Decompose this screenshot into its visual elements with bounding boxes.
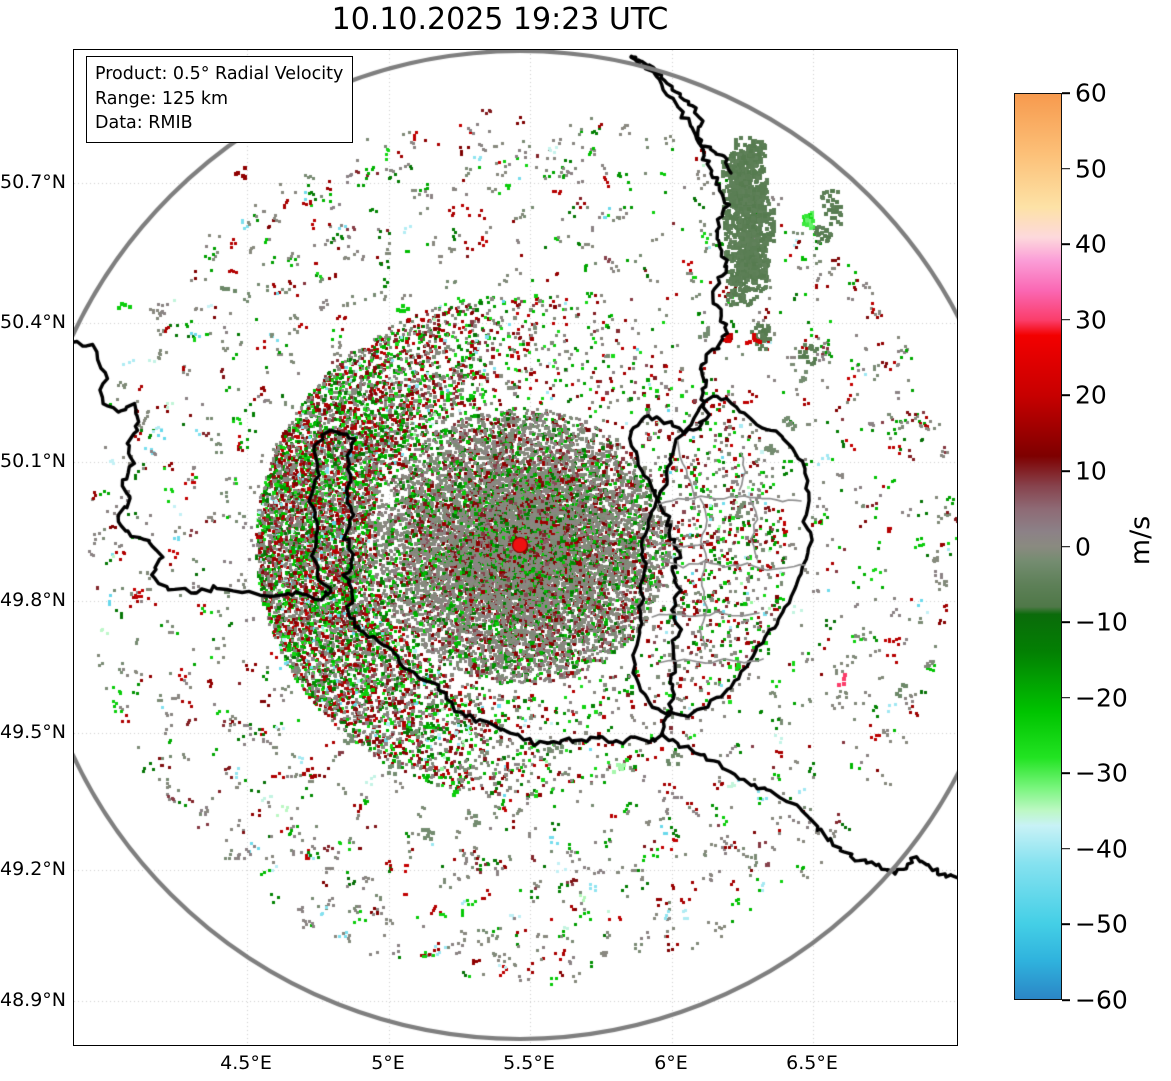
x-axis-tick-label: 6°E <box>654 1052 688 1074</box>
colorbar-tick-mark <box>1062 772 1070 775</box>
colorbar-tick-mark <box>1062 621 1070 623</box>
y-axis-tick-label: 49.5°N <box>0 721 67 743</box>
y-axis-tick-label: 48.9°N <box>0 989 67 1011</box>
y-axis-tick-label: 50.7°N <box>0 171 67 193</box>
x-axis-tick-label: 5.5°E <box>503 1052 555 1074</box>
colorbar-tick-label: 10 <box>1075 456 1107 486</box>
colorbar-tick-label: 30 <box>1075 305 1107 335</box>
colorbar-tick-label: −40 <box>1075 834 1128 864</box>
colorbar-tick-mark <box>1062 394 1070 397</box>
colorbar-tick-mark <box>1062 318 1070 321</box>
map-canvas-wrapper <box>74 50 957 1045</box>
colorbar-tick-label: 60 <box>1075 78 1107 108</box>
y-axis-tick-label: 50.1°N <box>0 450 67 472</box>
colorbar-tick-label: 50 <box>1075 154 1107 184</box>
x-axis-tick-label: 5°E <box>371 1052 405 1074</box>
product-info-box: Product: 0.5° Radial Velocity Range: 125… <box>86 56 354 143</box>
colorbar-tick-mark <box>1062 545 1070 548</box>
radar-map-canvas <box>74 50 957 1045</box>
colorbar-tick-label: −30 <box>1075 758 1128 788</box>
colorbar-tick-mark <box>1062 243 1070 245</box>
colorbar-title: m/s <box>1118 0 1164 1081</box>
info-data: Data: RMIB <box>95 113 193 133</box>
x-axis-tick-label: 6.5°E <box>786 1052 838 1074</box>
colorbar-tick-label: 20 <box>1075 380 1107 410</box>
x-axis-tick-label: 4.5°E <box>220 1052 272 1074</box>
colorbar-tick-mark <box>1062 848 1070 850</box>
colorbar-tick-mark <box>1062 167 1070 170</box>
colorbar-tick-mark <box>1062 923 1070 926</box>
colorbar-tick-mark <box>1062 999 1070 1001</box>
colorbar-tick-label: −10 <box>1075 607 1128 637</box>
colorbar-tick-label: −50 <box>1075 909 1128 939</box>
y-axis-tick-label: 50.4°N <box>0 311 67 333</box>
radar-plot-area <box>73 49 958 1046</box>
colorbar-tick-mark <box>1062 92 1070 94</box>
colorbar-tick-label: −20 <box>1075 683 1128 713</box>
info-product: Product: 0.5° Radial Velocity <box>95 64 344 84</box>
info-range: Range: 125 km <box>95 88 229 109</box>
colorbar-tick-mark <box>1062 470 1070 472</box>
colorbar-tick-label: −60 <box>1075 985 1128 1015</box>
colorbar-ticks: 60 50 40 30 20 10 0 −10 −20 −30 −40 −50 −60 <box>1062 79 1162 1015</box>
y-axis-tick-label: 49.2°N <box>0 858 67 880</box>
colorbar-title-label: m/s <box>1125 515 1157 566</box>
colorbar-tick-mark <box>1062 696 1070 699</box>
page-title: 10.10.2025 19:23 UTC <box>331 2 669 37</box>
colorbar-tick-label: 40 <box>1075 229 1107 259</box>
colorbar <box>1014 93 1062 1000</box>
y-axis-tick-label: 49.8°N <box>0 589 67 611</box>
colorbar-tick-label: 0 <box>1075 532 1091 561</box>
